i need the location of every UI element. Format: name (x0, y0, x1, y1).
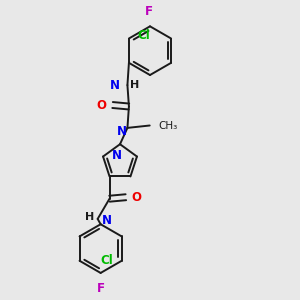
Text: N: N (111, 148, 122, 161)
Text: CH₃: CH₃ (159, 121, 178, 130)
Text: O: O (97, 98, 106, 112)
Text: F: F (97, 282, 105, 295)
Text: Cl: Cl (100, 254, 113, 267)
Text: N: N (102, 214, 112, 227)
Text: H: H (85, 212, 95, 222)
Text: Cl: Cl (138, 29, 151, 42)
Text: N: N (110, 79, 120, 92)
Text: N: N (116, 125, 127, 138)
Text: O: O (132, 191, 142, 204)
Text: H: H (130, 80, 140, 90)
Text: F: F (145, 5, 152, 18)
